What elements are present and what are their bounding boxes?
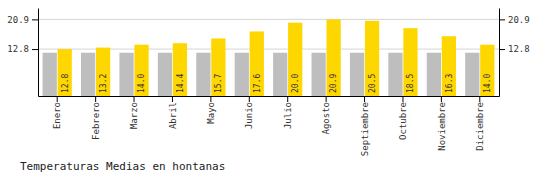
x-tick: Agosto <box>321 96 331 135</box>
bar <box>96 48 110 96</box>
data-label: 13.2 <box>99 74 108 93</box>
bar <box>211 38 225 96</box>
chart-title: Temperaturas Medias en hontanas <box>20 160 225 173</box>
x-tick: Diciembre <box>475 96 485 151</box>
x-tick: Octubre <box>398 96 408 140</box>
x-tick-mark <box>249 96 250 102</box>
x-tick-label: Abril <box>168 102 178 129</box>
x-tick-label: Mayo <box>206 102 216 124</box>
y-tick: 12.8 <box>7 44 38 54</box>
bar <box>81 53 95 96</box>
data-label: 12.8 <box>61 74 70 93</box>
bar <box>250 31 264 96</box>
x-tick: Enero <box>52 96 62 129</box>
x-tick-label: Agosto <box>321 102 331 135</box>
data-label: 18.5 <box>406 74 415 93</box>
y-axis: 12.8 20.9 <box>7 9 38 97</box>
bar <box>427 53 441 96</box>
bar <box>158 53 172 96</box>
x-tick-mark <box>134 96 135 102</box>
bar <box>326 19 340 96</box>
chart-container: 12.8 13.2 14.0 14.4 15.7 17.6 20.0 20.9 20.5 18.5… <box>0 0 537 174</box>
data-label: 14.0 <box>483 74 492 93</box>
y-tick-mark <box>32 49 38 50</box>
bars <box>43 19 495 96</box>
bar <box>365 21 379 96</box>
x-tick-label: Febrero <box>91 102 101 140</box>
bar <box>173 43 187 96</box>
plot-area: 12.8 13.2 14.0 14.4 15.7 17.6 20.0 20.9 20.5 18.5… <box>7 9 529 157</box>
data-label: 20.0 <box>291 74 300 93</box>
y2-axis-line <box>499 9 500 97</box>
x-tick-label: Octubre <box>398 102 408 140</box>
bar <box>273 53 287 96</box>
y-tick-label: 12.8 <box>7 44 29 54</box>
x-tick-mark <box>57 96 58 102</box>
grid-line <box>38 19 499 20</box>
data-label: 14.0 <box>137 74 146 93</box>
bar <box>196 53 210 96</box>
x-axis: Enero Febrero Marzo Abril Mayo Junio Julio Agos… <box>39 96 500 156</box>
bar <box>465 53 479 96</box>
x-tick-label: Julio <box>283 102 293 129</box>
bar <box>288 23 302 96</box>
x-axis-line <box>39 96 500 97</box>
x-tick-mark <box>441 96 442 102</box>
x-tick-mark <box>479 96 480 102</box>
bar <box>480 45 494 96</box>
bar <box>43 53 57 96</box>
x-tick: Noviembre <box>437 96 447 151</box>
x-tick-mark <box>326 96 327 102</box>
data-label: 16.3 <box>445 74 454 93</box>
x-tick: Febrero <box>91 96 101 140</box>
bar <box>119 53 133 96</box>
y2-tick-mark <box>499 49 505 50</box>
x-tick: Mayo <box>206 96 216 124</box>
grid <box>38 19 499 49</box>
x-tick-mark <box>172 96 173 102</box>
y2-tick-label: 20.9 <box>508 15 530 25</box>
chart-svg: 12.8 13.2 14.0 14.4 15.7 17.6 20.0 20.9 20.5 18.5… <box>0 0 537 174</box>
bar <box>58 49 72 96</box>
x-tick: Julio <box>283 96 293 129</box>
y2-tick: 20.9 <box>499 15 530 25</box>
y2-tick-mark <box>499 19 505 20</box>
data-label: 15.7 <box>214 74 223 93</box>
x-tick: Abril <box>168 96 178 129</box>
x-tick-label: Septiembre <box>360 102 370 156</box>
bar <box>312 53 326 96</box>
data-label: 20.9 <box>329 74 338 93</box>
x-tick: Septiembre <box>360 96 370 156</box>
y-axis-line <box>38 9 39 97</box>
y2-axis: 12.8 20.9 <box>499 9 530 97</box>
data-label: 20.5 <box>368 74 377 93</box>
x-tick: Junio <box>244 96 254 129</box>
x-tick-mark <box>95 96 96 102</box>
bar <box>235 53 249 96</box>
bar <box>388 53 402 96</box>
x-tick-label: Noviembre <box>437 102 447 151</box>
data-label: 17.6 <box>253 74 262 93</box>
y-tick: 20.9 <box>7 15 38 25</box>
bar <box>403 28 417 96</box>
x-tick-label: Junio <box>244 102 254 129</box>
bar-series <box>58 19 495 96</box>
data-labels: 12.8 13.2 14.0 14.4 15.7 17.6 20.0 20.9 20.5 18.5… <box>61 74 493 93</box>
x-tick-label: Enero <box>52 102 62 129</box>
bar <box>442 36 456 96</box>
bar <box>134 45 148 96</box>
y-tick-mark <box>32 19 38 20</box>
y-tick-label: 20.9 <box>7 15 29 25</box>
y2-tick: 12.8 <box>499 44 530 54</box>
x-tick-mark <box>402 96 403 102</box>
x-tick-label: Diciembre <box>475 102 485 151</box>
bar <box>350 53 364 96</box>
y2-tick-label: 12.8 <box>508 44 530 54</box>
x-tick-label: Marzo <box>129 102 139 129</box>
x-tick: Marzo <box>129 96 139 129</box>
x-tick-mark <box>287 96 288 102</box>
x-tick-mark <box>364 96 365 102</box>
data-label: 14.4 <box>176 74 185 93</box>
x-tick-mark <box>210 96 211 102</box>
